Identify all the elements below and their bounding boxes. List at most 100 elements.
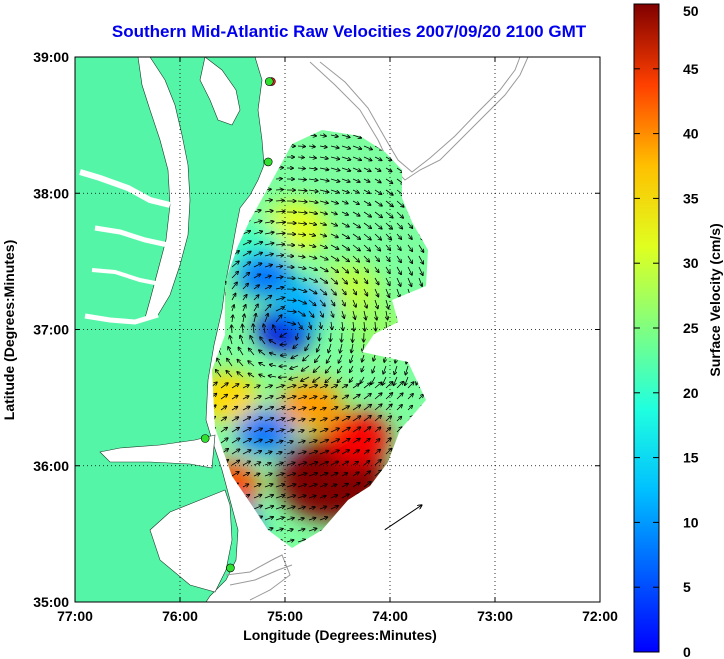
velocity-vector — [363, 222, 371, 228]
velocity-vector — [308, 190, 318, 192]
velocity-vector — [325, 376, 332, 383]
velocity-vector — [385, 277, 390, 285]
velocity-vector — [363, 244, 370, 251]
velocity-vector — [303, 354, 310, 361]
velocity-vector — [264, 324, 266, 334]
velocity-vector — [308, 256, 316, 258]
velocity-vector — [308, 157, 316, 158]
x-tick-label: 76:00 — [162, 608, 198, 624]
velocity-vector — [308, 462, 318, 466]
velocity-vector — [264, 276, 271, 278]
velocity-vector — [264, 232, 274, 234]
velocity-vector — [319, 244, 327, 248]
velocity-vector — [308, 419, 315, 421]
velocity-vector — [273, 325, 277, 334]
radar-station-marker — [264, 77, 274, 86]
reference-arrow — [384, 505, 422, 531]
velocity-vector — [372, 365, 376, 373]
velocity-vector — [264, 429, 273, 433]
velocity-vector — [308, 430, 316, 432]
velocity-vector — [275, 430, 284, 433]
velocity-vector — [319, 418, 327, 421]
velocity-vector — [253, 231, 262, 235]
velocity-vector — [237, 372, 244, 378]
velocity-vector — [330, 439, 339, 444]
velocity-vector — [264, 452, 272, 454]
velocity-vector — [319, 157, 328, 159]
velocity-vector — [269, 340, 277, 345]
velocity-vector — [352, 134, 361, 138]
velocity-vector — [286, 441, 293, 443]
velocity-vector — [341, 135, 350, 137]
velocity-vector — [297, 507, 305, 509]
velocity-vector — [363, 145, 372, 150]
velocity-vector — [327, 354, 332, 363]
velocity-vector — [297, 484, 306, 488]
velocity-vector — [297, 190, 307, 191]
colorbar-tick-label: 45 — [683, 61, 699, 77]
velocity-vector — [286, 430, 294, 432]
velocity-vector — [341, 189, 349, 193]
velocity-vector — [330, 484, 337, 487]
velocity-vector — [253, 295, 259, 301]
velocity-vector — [275, 277, 283, 278]
velocity-vector — [264, 463, 271, 465]
james-river — [84, 312, 159, 325]
velocity-vector — [407, 255, 412, 263]
velocity-vector — [319, 146, 327, 147]
velocity-vector — [341, 222, 349, 227]
velocity-vector — [253, 484, 261, 488]
velocity-vector — [217, 358, 222, 367]
radar-station-marker — [226, 563, 235, 573]
velocity-vector — [297, 529, 305, 531]
velocity-vector — [363, 450, 369, 455]
velocity-vector — [340, 343, 342, 353]
velocity-vector — [383, 365, 387, 374]
velocity-vector — [259, 375, 266, 378]
velocity-vector — [275, 200, 284, 201]
velocity-vector — [275, 407, 285, 411]
velocity-vector — [275, 529, 283, 531]
velocity-vector — [364, 310, 366, 320]
velocity-vector — [352, 167, 361, 171]
velocity-vector — [352, 299, 356, 307]
velocity-vector — [286, 419, 295, 421]
velocity-vector — [275, 473, 284, 477]
velocity-vector — [231, 261, 239, 268]
velocity-vector — [396, 277, 401, 286]
velocity-vector — [341, 145, 350, 149]
velocity-vector — [297, 168, 305, 169]
velocity-vector — [264, 385, 272, 388]
velocity-vector — [250, 336, 255, 345]
velocity-vector — [374, 222, 382, 229]
velocity-vector — [385, 200, 393, 207]
velocity-vector — [243, 314, 244, 323]
velocity-vector — [264, 265, 272, 267]
latitude-ticks: 39:00 38:00 37:00 36:00 35:00 — [33, 49, 600, 610]
delaware-bay — [199, 57, 241, 126]
velocity-vector — [319, 408, 326, 410]
velocity-vector — [360, 376, 365, 383]
velocity-vector — [317, 343, 321, 352]
velocity-vector — [330, 418, 338, 422]
velocity-vector — [319, 168, 329, 170]
velocity-vector — [363, 233, 371, 240]
velocity-vector — [220, 395, 227, 400]
velocity-vector — [352, 145, 361, 149]
velocity-vector — [352, 277, 357, 283]
velocity-vector — [386, 310, 388, 320]
velocity-vector — [373, 354, 375, 361]
velocity-vector — [341, 255, 349, 262]
velocity-vector — [352, 395, 360, 400]
velocity-vector — [341, 417, 350, 422]
velocity-vector — [308, 234, 315, 236]
velocity-vector — [407, 266, 412, 275]
velocity-vector — [363, 288, 367, 296]
velocity-vector — [280, 344, 288, 345]
velocity-vector — [297, 452, 306, 454]
velocity-vector — [286, 300, 296, 301]
velocity-vector — [313, 376, 321, 382]
velocity-vector — [374, 277, 379, 285]
velocity-vector — [253, 462, 260, 466]
velocity-vector — [374, 211, 382, 217]
